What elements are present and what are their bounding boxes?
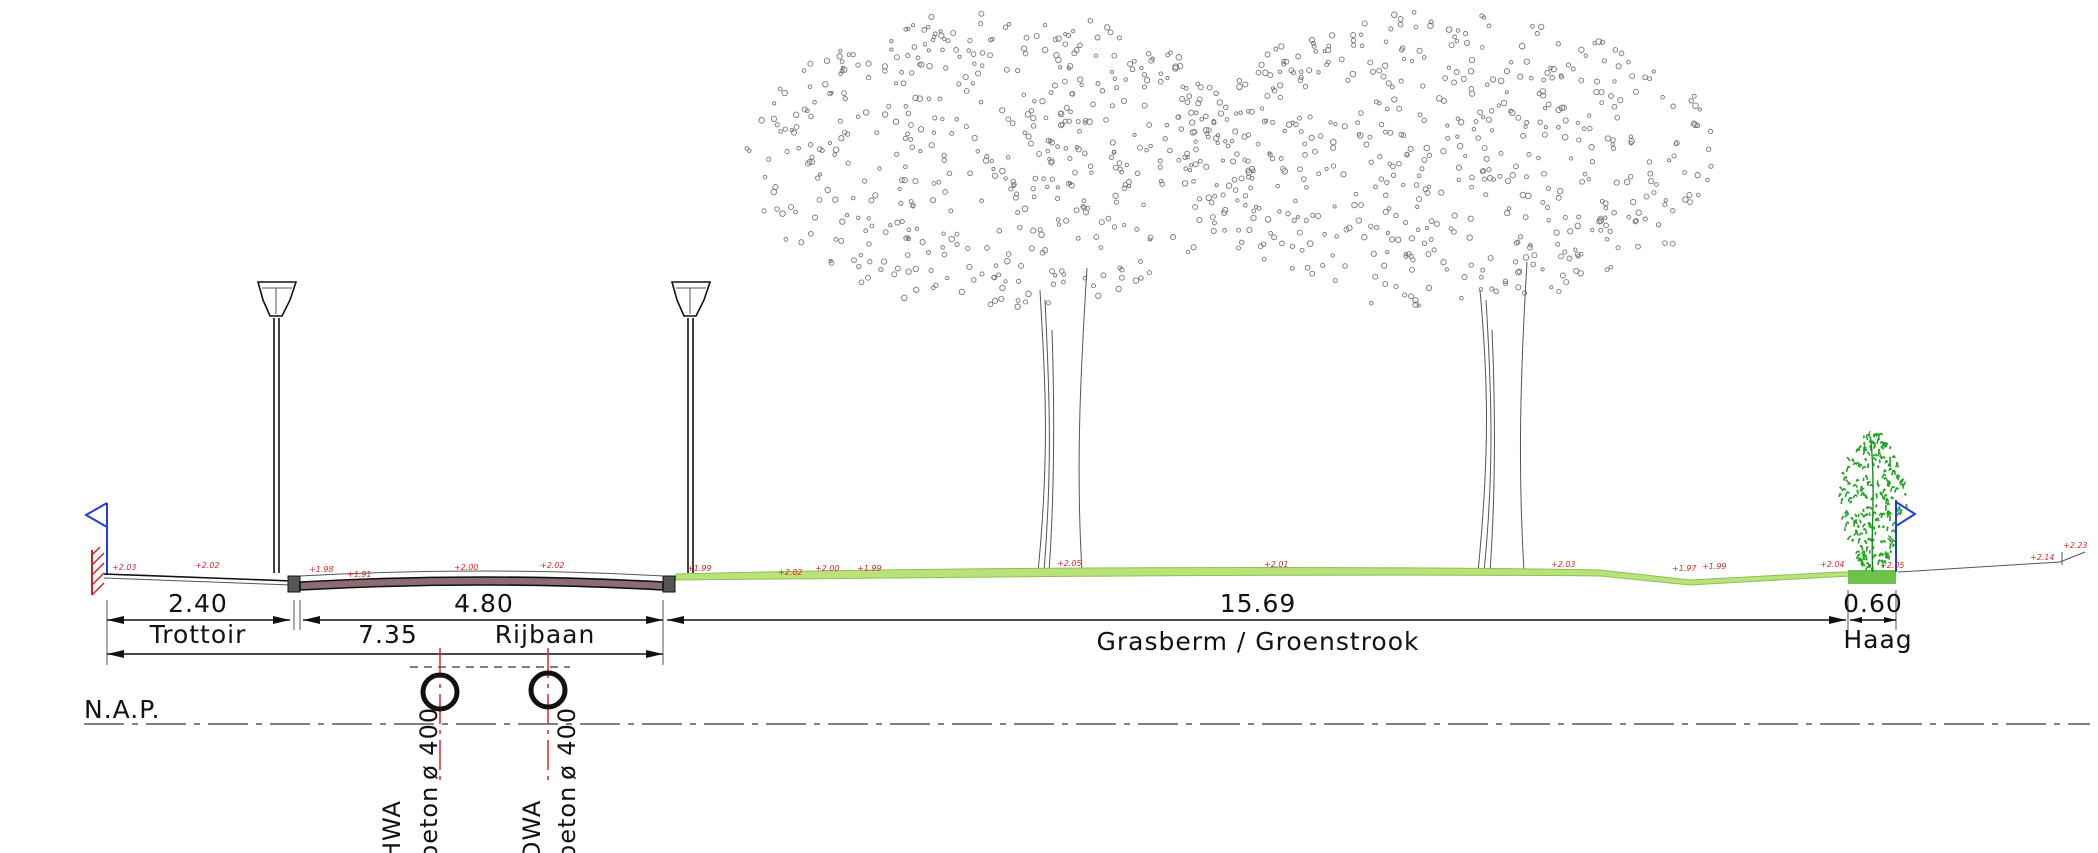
street-lamp-icon	[670, 281, 712, 573]
spot-level-label: +2.02	[778, 568, 803, 577]
spot-level-label: +2.23	[2063, 541, 2088, 550]
dim-total-paved-width: 7.35	[358, 620, 418, 649]
spot-level-label: +2.02	[195, 561, 220, 570]
tree-canopy-left	[744, 10, 1256, 310]
spot-level-label: +2.14	[2030, 553, 2055, 562]
spot-levels: +2.03 +2.02 +1.98 +1.91 +2.00 +2.02 +1.99 +2.02…	[112, 541, 2088, 579]
spot-level-label: +1.97	[1672, 564, 1697, 573]
spot-level-label: +1.99	[687, 564, 712, 573]
pipe-hwa-diameter: ø 400	[415, 707, 443, 780]
spot-level-label: +2.03	[1551, 560, 1576, 569]
dim-rijbaan-width: 4.80	[454, 589, 514, 618]
boundary-marker-icon	[1895, 500, 1917, 572]
ground-line-right	[1897, 551, 2086, 573]
rijbaan-surface	[299, 570, 664, 591]
street-lamp-icon	[256, 281, 298, 573]
tree-canopy-right	[1182, 10, 1714, 308]
curb-left	[287, 575, 301, 593]
dim-grasberm-width: 15.69	[1220, 589, 1297, 618]
tree-icon	[1477, 261, 1528, 573]
spot-level-label: +1.98	[309, 565, 334, 574]
spot-level-label: +1.91	[347, 570, 372, 579]
dim-trottoir-width: 2.40	[168, 589, 228, 618]
dimension-lines	[106, 590, 1897, 665]
boundary-marker-icon	[83, 502, 108, 575]
pipe-dwa-diameter: ø 400	[553, 707, 581, 780]
nap-label: N.A.P.	[84, 695, 160, 724]
spot-level-label: +1.99	[1702, 562, 1727, 571]
pipe-hwa-system: HWA	[378, 800, 406, 853]
pipe-dwa-system: DWA	[518, 800, 546, 853]
spot-level-label: +2.03	[112, 563, 137, 572]
dim-trottoir-label: Trottoir	[149, 620, 247, 649]
tree-icon	[1037, 267, 1088, 573]
spot-level-label: +2.00	[454, 563, 479, 572]
dim-haag-label: Haag	[1843, 625, 1912, 654]
pipe-dwa-material: beton	[553, 786, 581, 853]
spot-level-label: +2.04	[1820, 560, 1845, 569]
dim-grasberm-label: Grasberm / Groenstrook	[1096, 627, 1419, 656]
spot-level-label: +2.02	[540, 561, 565, 570]
property-boundary-hatch	[91, 546, 105, 596]
trottoir-surface	[103, 573, 293, 586]
spot-level-label: +2.05	[1057, 559, 1082, 568]
spot-level-label: +1.99	[857, 564, 882, 573]
dim-haag-width: 0.60	[1843, 589, 1903, 618]
curb-right	[662, 575, 676, 593]
dim-rijbaan-label: Rijbaan	[495, 620, 596, 649]
pipe-dwa: ø 400 beton DWA	[518, 648, 581, 853]
pipe-hwa: ø 400 beton HWA	[378, 648, 460, 853]
spot-level-label: +2.00	[815, 564, 840, 573]
spot-level-label: +2.01	[1264, 560, 1289, 569]
pipe-hwa-material: beton	[415, 786, 443, 853]
spot-level-label: +2.05	[1880, 561, 1905, 570]
